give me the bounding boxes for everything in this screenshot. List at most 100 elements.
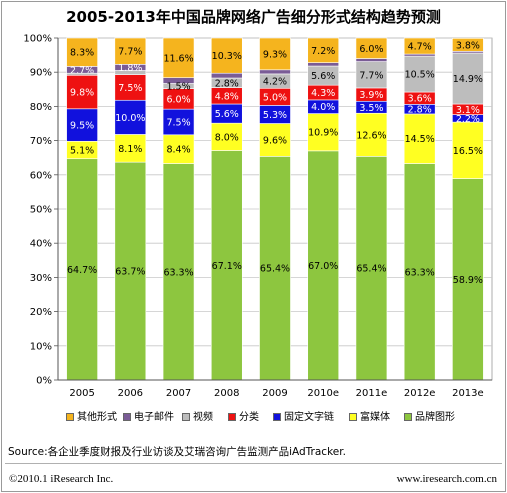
legend-label: 品牌图形	[415, 412, 455, 423]
footer-divider	[5, 463, 502, 464]
data-label: 7.5%	[118, 83, 142, 94]
data-label: 14.5%	[405, 134, 435, 145]
data-label: 9.8%	[70, 88, 94, 99]
legend-item: 品牌图形	[404, 411, 455, 425]
bar-segment	[452, 38, 484, 52]
data-label: 1.5%	[166, 82, 190, 93]
data-label: 67.0%	[308, 261, 338, 272]
data-label: 7.5%	[166, 117, 190, 128]
bar-segment	[259, 37, 291, 71]
y-tick-label: 50%	[30, 205, 52, 216]
legend-swatch	[182, 413, 190, 421]
data-label: 6.0%	[359, 44, 383, 55]
data-label: 63.3%	[163, 267, 193, 278]
legend-item: 固定文字链	[273, 411, 334, 425]
data-label: 9.6%	[263, 135, 287, 146]
legend: 其他形式 电子邮件 视频 分类 固定文字链 富媒体 品牌图形	[66, 411, 506, 427]
bar-segment	[66, 37, 98, 67]
data-label: 8.3%	[70, 48, 94, 59]
bar-segment	[66, 74, 98, 110]
data-label: 65.4%	[260, 264, 290, 275]
x-tick-label: 2013e	[452, 388, 484, 399]
legend-label: 富媒体	[360, 412, 390, 423]
x-tick-label: 2009	[262, 388, 287, 399]
bar-segment	[355, 156, 388, 381]
bar-segment	[210, 72, 243, 79]
data-label: 10.5%	[405, 70, 435, 81]
bar-segment	[114, 74, 147, 101]
y-tick-label: 60%	[30, 170, 52, 181]
y-tick-label: 90%	[30, 68, 52, 79]
stacked-bar-chart: 64.7% 5.1% 9.5% 9.8% 2.7% 8.3% 63.7% 8.1% 10.0% 7…	[23, 34, 493, 399]
legend-label: 分类	[239, 412, 259, 423]
data-label: 3.6%	[408, 94, 432, 105]
data-label: 4.8%	[215, 91, 239, 102]
y-tick-label: 30%	[30, 273, 52, 284]
legend-label: 电子邮件	[134, 412, 174, 423]
y-tick-label: 40%	[30, 239, 52, 250]
bar-segment	[114, 37, 147, 65]
bar-segment	[114, 134, 147, 163]
legend-item: 其他形式	[66, 411, 117, 425]
chart-title: 2005-2013年中国品牌网络广告细分形式结构趋势预测	[66, 8, 441, 26]
data-label: 8.4%	[166, 145, 190, 156]
bar-segment	[162, 163, 195, 381]
bar-segment	[210, 37, 243, 74]
legend-item: 富媒体	[349, 411, 390, 425]
data-label: 3.1%	[456, 105, 480, 116]
data-label: 2.7%	[70, 65, 94, 76]
y-tick-label: 10%	[30, 341, 52, 352]
data-label: 6.0%	[166, 94, 190, 105]
bar-segment	[66, 108, 98, 142]
x-tick-label: 2005	[69, 388, 94, 399]
data-label: 2.8%	[408, 105, 432, 116]
legend-swatch	[404, 413, 412, 421]
data-label: 5.3%	[263, 110, 287, 121]
legend-swatch	[273, 413, 281, 421]
data-label: 67.1%	[212, 261, 242, 272]
legend-swatch	[228, 413, 236, 421]
data-label: 14.9%	[453, 74, 483, 85]
data-label: 64.7%	[67, 265, 97, 276]
legend-label: 固定文字链	[284, 412, 334, 423]
data-label: 7.7%	[118, 47, 142, 58]
data-label: 7.7%	[359, 70, 383, 81]
bar-segment	[355, 37, 388, 59]
data-label: 63.3%	[405, 267, 435, 278]
bar-segment	[452, 178, 484, 381]
y-tick-label: 70%	[30, 136, 52, 147]
bar-segment	[355, 58, 388, 62]
bar-segment	[114, 99, 147, 135]
website-link[interactable]: www.iresearch.com.cn	[396, 473, 497, 485]
data-label: 3.8%	[456, 40, 480, 51]
data-label: 58.9%	[453, 275, 483, 286]
data-label: 4.0%	[311, 102, 335, 113]
data-label: 63.7%	[115, 267, 145, 278]
data-labels: 64.7% 5.1% 9.5% 9.8% 2.7% 8.3% 63.7% 8.1% 10.0% 7…	[67, 40, 483, 285]
bar-segment	[162, 134, 195, 164]
data-label: 7.2%	[311, 46, 335, 57]
axes: 0% 10% 20% 30% 40% 50% 60% 70% 80% 90% 100% 2005 200…	[23, 34, 492, 399]
data-label: 8.1%	[118, 144, 142, 155]
data-label: 1.8%	[118, 63, 142, 74]
data-label: 10.3%	[212, 51, 242, 62]
bar-segment	[162, 108, 195, 136]
bar-segment	[114, 161, 147, 381]
x-tick-label: 2007	[166, 388, 191, 399]
data-label: 4.2%	[263, 77, 287, 88]
data-label: 16.5%	[453, 146, 483, 157]
data-label: 5.1%	[70, 146, 94, 157]
y-tick-label: 100%	[23, 34, 52, 45]
bar-segment	[259, 69, 291, 75]
data-label: 2.8%	[215, 78, 239, 89]
copyright: ©2010.1 iResearch Inc.	[9, 473, 114, 485]
data-label: 12.6%	[356, 130, 386, 141]
y-tick-label: 0%	[36, 376, 52, 387]
legend-swatch	[123, 413, 131, 421]
x-tick-label: 2006	[118, 388, 143, 399]
data-label: 3.9%	[359, 90, 383, 101]
legend-label: 其他形式	[77, 412, 117, 423]
bar-segment	[307, 37, 340, 63]
legend-swatch	[349, 413, 357, 421]
x-tick-label: 2008	[214, 388, 239, 399]
